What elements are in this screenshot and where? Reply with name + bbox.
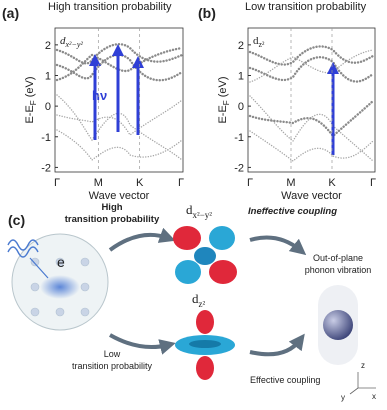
y-axis-label: E-EF (eV) <box>217 76 231 123</box>
phonon-label: Out-of-plane <box>313 253 363 263</box>
annotation: hν <box>92 88 107 103</box>
axis-label: x <box>372 392 376 401</box>
orbital-sub: z² <box>199 299 206 309</box>
high-label: transition probability <box>65 214 160 225</box>
orbital: dz² <box>192 291 205 309</box>
bands-a <box>55 43 184 162</box>
low-label: Low <box>104 349 121 359</box>
axis-label: y <box>341 393 345 402</box>
schematic <box>7 226 376 395</box>
panel-title: High transition probability <box>48 1 172 13</box>
plot-frame <box>54 27 184 173</box>
orbital: dz² <box>253 35 265 49</box>
y-label-unit: (eV) <box>217 76 229 100</box>
y-label-sub: F <box>222 100 231 105</box>
panel-label: (b) <box>198 5 216 21</box>
y-label-unit: (eV) <box>24 76 36 100</box>
y-label-sub: F <box>29 100 38 105</box>
y-tick-label: -1 <box>41 132 51 144</box>
y-label-main: E-E <box>217 105 229 123</box>
x-tick-label: K <box>328 177 336 189</box>
y-label-main: E-E <box>24 105 36 123</box>
y-tick-label: 2 <box>238 40 244 52</box>
panel-title: Low transition probability <box>245 1 367 13</box>
y-tick-label: 0 <box>238 101 244 113</box>
orbital-main: d <box>253 35 259 47</box>
phonon-label: phonon vibration <box>305 265 372 275</box>
x-tick-label: M <box>94 177 103 189</box>
y-tick-label: -2 <box>41 162 51 174</box>
x-tick-label: K <box>136 177 144 189</box>
orbital: dx²−y² <box>60 35 83 49</box>
electron: e <box>57 254 65 270</box>
x-axis-label: Wave vector <box>89 190 150 202</box>
x-tick-label: Γ <box>247 177 253 189</box>
arrows-a <box>89 44 144 140</box>
bands-b <box>248 45 375 162</box>
orbital: dx²−y² <box>186 202 212 220</box>
x-axis-label: Wave vector <box>281 190 342 202</box>
x-tick-label: Γ <box>54 177 60 189</box>
x-tick-label: Γ <box>370 177 376 189</box>
low-label: transition probability <box>72 361 153 371</box>
y-tick-label: 1 <box>238 70 244 82</box>
orbital-main: d <box>186 202 193 217</box>
panel-label: (a) <box>2 5 19 21</box>
x-tick-label: Γ <box>178 177 184 189</box>
y-axis-label: E-EF (eV) <box>24 76 38 123</box>
orbital-main: d <box>192 291 199 306</box>
coupling-label: Ineffective coupling <box>248 206 337 217</box>
orbital-sub: z² <box>259 40 266 49</box>
y-tick-label: -2 <box>234 162 244 174</box>
plot-frame <box>247 27 376 173</box>
y-tick-label: 1 <box>45 70 51 82</box>
coupling-label: Effective coupling <box>250 375 320 385</box>
orbital-sub: x²−y² <box>65 40 84 49</box>
y-tick-label: 0 <box>45 101 51 113</box>
x-tick-label: M <box>286 177 295 189</box>
panel-label: (c) <box>8 212 25 228</box>
orbital-sub: x²−y² <box>193 210 213 220</box>
y-tick-label: 2 <box>45 40 51 52</box>
orbital-main: d <box>60 35 66 47</box>
high-label: High <box>101 202 122 213</box>
axis-label: z <box>361 361 365 370</box>
texts: (a) High transition probability (b) Low … <box>2 1 376 402</box>
y-tick-label: -1 <box>234 132 244 144</box>
